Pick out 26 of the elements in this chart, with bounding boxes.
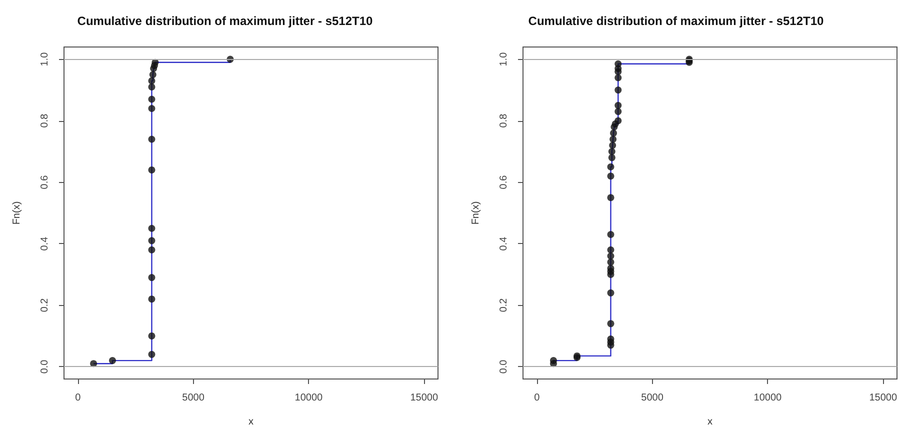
x-tick-label: 15000 xyxy=(410,392,438,404)
y-tick-label: 0.6 xyxy=(498,174,510,190)
x-tick-label: 10000 xyxy=(754,392,782,404)
y-tick-label: 0.0 xyxy=(40,359,50,374)
y-tick-label: 0.2 xyxy=(498,298,510,312)
x-axis-title: x xyxy=(248,416,254,428)
x-tick-label: 0 xyxy=(75,392,82,404)
y-tick-label: 1.0 xyxy=(498,52,510,66)
y-tick-label: 0.0 xyxy=(498,359,510,374)
x-tick-label: 10000 xyxy=(294,392,324,404)
y-tick-label: 0.4 xyxy=(498,236,510,251)
y-axis-title: Fn(x) xyxy=(470,201,482,225)
y-tick-label: 0.6 xyxy=(40,174,50,190)
x-tick-label: 0 xyxy=(534,392,540,404)
y-tick-label: 0.8 xyxy=(498,113,510,128)
y-axis-title: Fn(x) xyxy=(12,201,22,225)
x-tick-label: 15000 xyxy=(869,392,898,404)
y-tick-label: 0.4 xyxy=(40,236,50,251)
y-tick-label: 1.0 xyxy=(40,52,50,66)
y-tick-label: 0.2 xyxy=(40,298,50,312)
y-tick-label: 0.8 xyxy=(40,113,50,128)
chart-title: Cumulative distribution of maximum jitter - s512T10 xyxy=(77,14,374,28)
x-tick-label: 5000 xyxy=(641,392,664,404)
x-tick-label: 5000 xyxy=(182,392,205,404)
chart-title: Cumulative distribution of maximum jitter - s512T10 xyxy=(528,14,824,28)
x-axis-title: x xyxy=(708,416,712,428)
